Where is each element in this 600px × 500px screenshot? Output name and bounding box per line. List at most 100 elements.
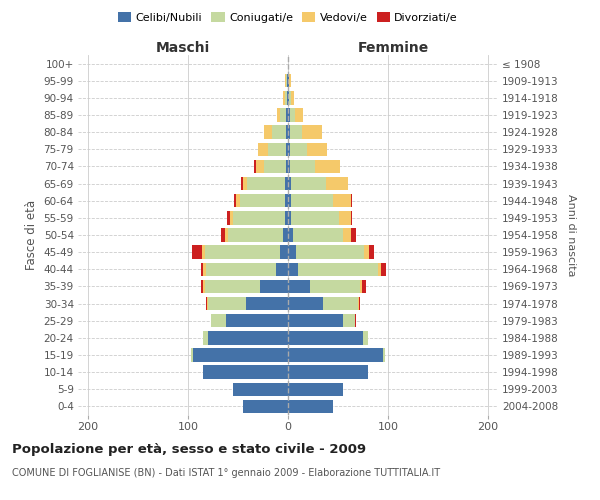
Bar: [289, 74, 291, 88]
Bar: [203, 366, 288, 379]
Bar: [268, 142, 286, 156]
Bar: [243, 177, 247, 190]
Bar: [221, 228, 225, 241]
Bar: [258, 142, 268, 156]
Bar: [323, 297, 358, 310]
Bar: [286, 160, 288, 173]
Bar: [351, 228, 356, 241]
Bar: [288, 366, 368, 379]
Bar: [285, 211, 288, 224]
Bar: [333, 194, 351, 207]
Y-axis label: Fasce di età: Fasce di età: [25, 200, 38, 270]
Bar: [310, 280, 360, 293]
Bar: [364, 246, 369, 259]
Bar: [264, 160, 286, 173]
Bar: [288, 177, 291, 190]
Bar: [246, 297, 288, 310]
Bar: [288, 382, 343, 396]
Bar: [191, 348, 193, 362]
Bar: [288, 211, 291, 224]
Bar: [288, 108, 290, 122]
Bar: [285, 194, 288, 207]
Bar: [288, 142, 290, 156]
Bar: [283, 91, 285, 104]
Bar: [233, 382, 288, 396]
Bar: [202, 246, 205, 259]
Bar: [280, 246, 288, 259]
Bar: [288, 228, 293, 241]
Bar: [201, 280, 203, 293]
Bar: [383, 348, 385, 362]
Bar: [289, 91, 291, 104]
Bar: [234, 194, 236, 207]
Bar: [351, 194, 352, 207]
Bar: [286, 108, 288, 122]
Bar: [288, 348, 383, 362]
Bar: [206, 262, 276, 276]
Bar: [293, 228, 343, 241]
Bar: [226, 314, 288, 328]
Bar: [203, 331, 208, 344]
Bar: [378, 262, 381, 276]
Bar: [291, 211, 339, 224]
Bar: [288, 280, 310, 293]
Bar: [205, 246, 280, 259]
Bar: [207, 297, 208, 310]
Bar: [208, 297, 246, 310]
Bar: [355, 314, 356, 328]
Bar: [287, 91, 288, 104]
Bar: [240, 194, 285, 207]
Bar: [260, 280, 288, 293]
Bar: [272, 126, 286, 139]
Bar: [339, 211, 351, 224]
Bar: [291, 194, 333, 207]
Bar: [203, 262, 206, 276]
Bar: [228, 228, 283, 241]
Bar: [290, 108, 295, 122]
Bar: [283, 228, 288, 241]
Bar: [286, 142, 288, 156]
Bar: [351, 211, 352, 224]
Bar: [236, 194, 240, 207]
Bar: [381, 262, 386, 276]
Bar: [286, 126, 288, 139]
Bar: [343, 228, 351, 241]
Bar: [288, 400, 333, 413]
Bar: [286, 74, 287, 88]
Legend: Celibi/Nubili, Coniugati/e, Vedovi/e, Divorziati/e: Celibi/Nubili, Coniugati/e, Vedovi/e, Di…: [113, 8, 463, 28]
Bar: [291, 177, 326, 190]
Bar: [243, 400, 288, 413]
Bar: [288, 297, 323, 310]
Bar: [295, 108, 303, 122]
Text: COMUNE DI FOGLIANISE (BN) - Dati ISTAT 1° gennaio 2009 - Elaborazione TUTTITALIA: COMUNE DI FOGLIANISE (BN) - Dati ISTAT 1…: [12, 468, 440, 477]
Bar: [230, 211, 233, 224]
Bar: [192, 246, 202, 259]
Text: Maschi: Maschi: [156, 41, 210, 55]
Bar: [254, 160, 256, 173]
Bar: [285, 74, 286, 88]
Bar: [359, 297, 360, 310]
Bar: [302, 126, 322, 139]
Bar: [233, 211, 285, 224]
Bar: [298, 262, 378, 276]
Bar: [290, 142, 307, 156]
Bar: [264, 126, 272, 139]
Bar: [193, 348, 288, 362]
Text: Popolazione per età, sesso e stato civile - 2009: Popolazione per età, sesso e stato civil…: [12, 442, 366, 456]
Bar: [211, 314, 226, 328]
Bar: [247, 177, 285, 190]
Bar: [343, 314, 355, 328]
Bar: [358, 297, 359, 310]
Bar: [256, 160, 264, 173]
Bar: [288, 314, 343, 328]
Bar: [362, 280, 366, 293]
Text: Femmine: Femmine: [358, 41, 428, 55]
Bar: [360, 280, 362, 293]
Bar: [285, 91, 287, 104]
Bar: [363, 331, 368, 344]
Bar: [326, 177, 348, 190]
Bar: [288, 331, 363, 344]
Bar: [225, 228, 228, 241]
Bar: [315, 160, 340, 173]
Bar: [288, 262, 298, 276]
